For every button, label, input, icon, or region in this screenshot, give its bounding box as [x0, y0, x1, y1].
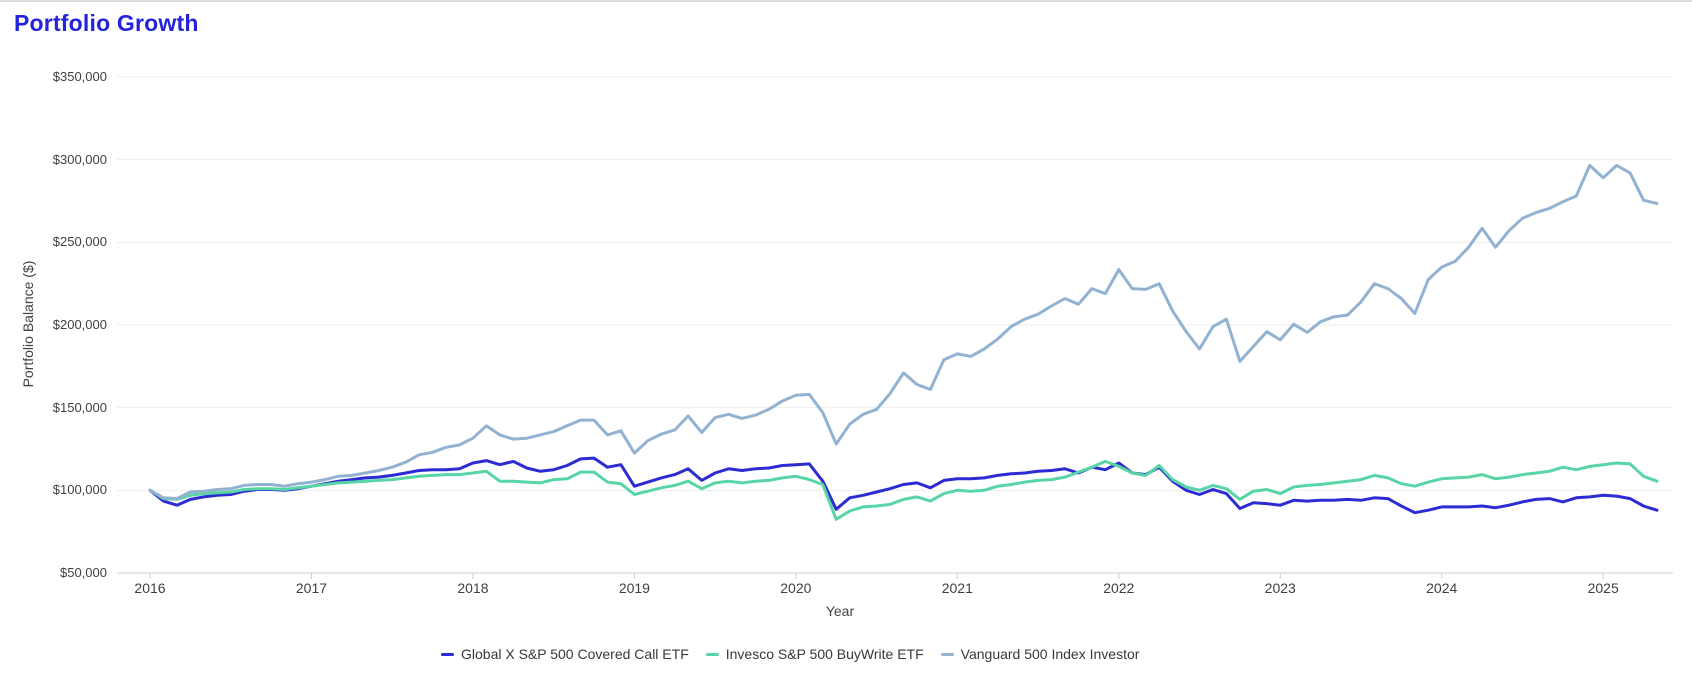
x-tick-label: 2025: [1587, 580, 1619, 596]
legend-item-vanguard[interactable]: Vanguard 500 Index Investor: [940, 646, 1140, 662]
y-tick-label: $300,000: [52, 151, 107, 167]
y-tick-label: $250,000: [52, 234, 107, 250]
global-x-line-swatch-icon: [441, 652, 454, 656]
x-tick-label: 2016: [134, 580, 166, 596]
vanguard-line-swatch-icon: [940, 652, 954, 656]
y-tick-label: $50,000: [60, 565, 107, 580]
x-tick-label: 2021: [941, 580, 973, 596]
x-axis-title: Year: [825, 603, 855, 619]
x-tick-label: 2024: [1426, 580, 1458, 596]
legend-item-invesco[interactable]: Invesco S&P 500 BuyWrite ETF: [705, 646, 924, 662]
legend-label: Invesco S&P 500 BuyWrite ETF: [725, 646, 924, 662]
legend-item-global-x[interactable]: Global X S&P 500 Covered Call ETF: [441, 646, 689, 662]
series-line-1: [148, 459, 1659, 521]
series-line-0: [148, 456, 1659, 515]
x-tick-label: 2020: [780, 580, 812, 596]
chart-title: Portfolio Growth: [14, 10, 199, 36]
x-tick-label: 2017: [295, 580, 328, 596]
legend-label: Vanguard 500 Index Investor: [960, 646, 1140, 662]
x-tick-label: 2022: [1103, 580, 1135, 596]
y-tick-label: $200,000: [52, 316, 107, 332]
series-line-2: [148, 163, 1659, 501]
legend-label: Global X S&P 500 Covered Call ETF: [461, 646, 689, 662]
y-tick-label: $350,000: [52, 68, 107, 84]
y-tick-label: $100,000: [52, 482, 107, 498]
y-tick-label: $150,000: [52, 399, 107, 415]
invesco-line-swatch-icon: [705, 652, 719, 656]
x-tick-label: 2019: [618, 580, 650, 596]
chart-legend: Global X S&P 500 Covered Call ETF Invesc…: [441, 646, 1139, 662]
x-tick-label: 2018: [457, 580, 489, 596]
x-tick-label: 2023: [1264, 580, 1296, 596]
